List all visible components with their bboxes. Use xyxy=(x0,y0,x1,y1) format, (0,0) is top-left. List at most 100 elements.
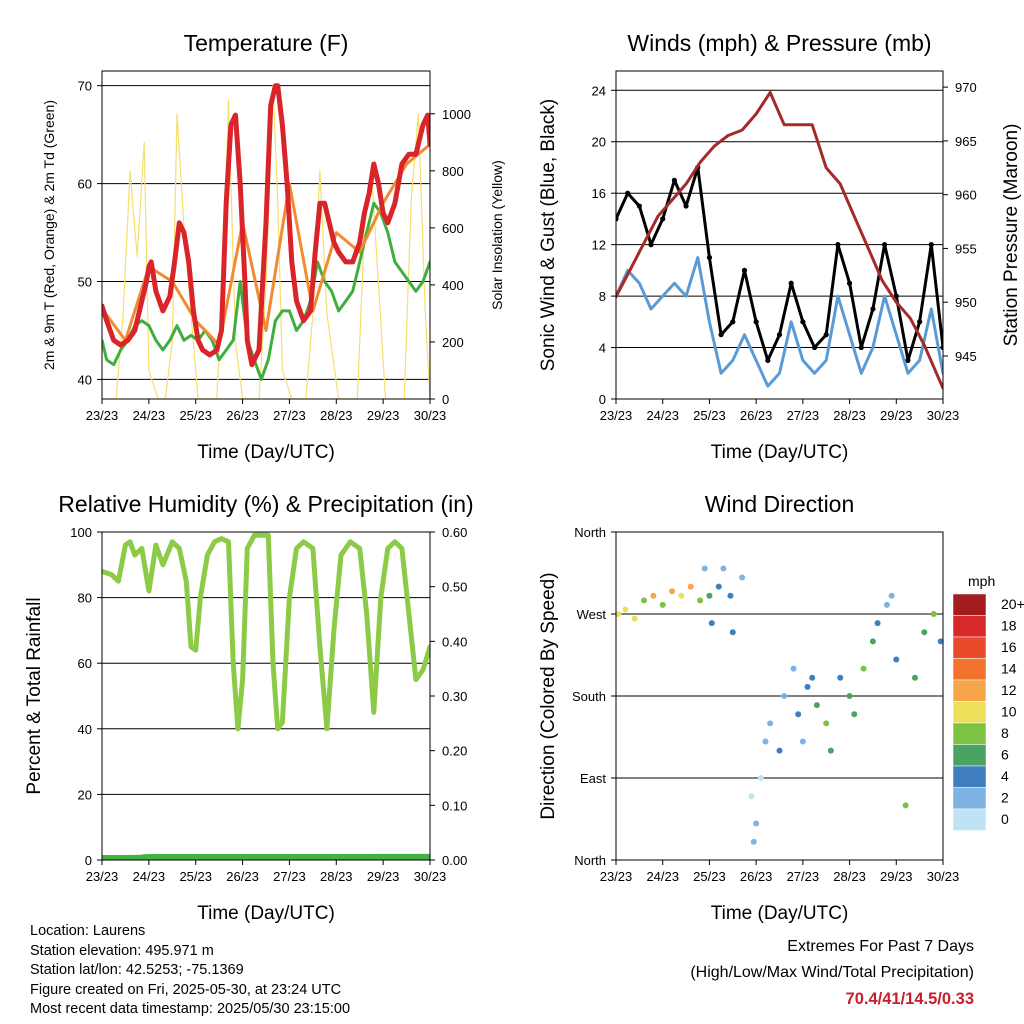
x-tick-label: 23/23 xyxy=(600,869,633,884)
direction-point xyxy=(823,720,830,727)
chart-title: Temperature (F) xyxy=(184,30,349,56)
gust-point xyxy=(625,190,631,196)
y-tick-label: South xyxy=(572,689,606,704)
direction-point xyxy=(706,592,713,599)
gust-point xyxy=(776,332,783,338)
chart-title: Winds (mph) & Pressure (mb) xyxy=(627,30,931,56)
y-tick-label: East xyxy=(580,771,606,786)
direction-point xyxy=(837,674,844,681)
gust-point xyxy=(683,203,689,209)
y2-tick-label: 970 xyxy=(955,80,977,95)
x-tick-label: 28/23 xyxy=(320,408,353,423)
x-tick-label: 27/23 xyxy=(787,869,820,884)
x-tick-label: 23/23 xyxy=(86,869,119,884)
x-axis-label: Time (Day/UTC) xyxy=(711,442,849,463)
colorbar-swatch xyxy=(952,787,987,810)
x-tick-label: 26/23 xyxy=(226,408,259,423)
extremes-title: Extremes For Past 7 Days xyxy=(787,938,974,955)
gust-point xyxy=(741,267,748,273)
direction-point xyxy=(869,638,876,645)
gust-point xyxy=(753,319,759,325)
gust-point xyxy=(671,177,677,183)
colorbar-swatch xyxy=(952,765,987,788)
plot-frame xyxy=(101,70,431,400)
station-elevation: Station elevation: 495.971 m xyxy=(30,942,214,959)
direction-point xyxy=(687,583,694,590)
gust-point xyxy=(858,344,864,351)
y2-tick-label: 0.60 xyxy=(442,525,467,540)
direction-point xyxy=(902,802,909,809)
extremes-values: 70.4/41/14.5/0.33 xyxy=(845,990,974,1008)
y-tick-label: 40 xyxy=(78,372,92,387)
direction-point xyxy=(708,620,715,627)
colorbar-swatch xyxy=(952,722,987,745)
y-tick-label: 8 xyxy=(599,289,606,304)
direction-point xyxy=(697,597,704,604)
colorbar-swatch xyxy=(952,593,987,616)
direction-point xyxy=(813,702,820,709)
gust-point xyxy=(765,357,771,364)
direction-point xyxy=(748,793,755,800)
direction-point xyxy=(921,629,928,636)
direction-point xyxy=(911,674,918,681)
colorbar-swatch xyxy=(952,658,987,681)
station-location: Location: Laurens xyxy=(30,923,146,939)
gust-point xyxy=(928,242,934,248)
y-tick-label: 20 xyxy=(592,135,606,150)
gust-point xyxy=(882,242,888,248)
y-tick-label: 50 xyxy=(78,275,92,290)
direction-point xyxy=(669,588,676,595)
x-tick-label: 30/23 xyxy=(414,869,447,884)
chart-panel-2: Winds (mph) & Pressure (mb) 0 4 8 12 16 20 24 94… xyxy=(538,30,1022,463)
direction-point xyxy=(804,683,811,690)
y2-tick-label: 1000 xyxy=(442,107,471,122)
y-tick-label: 80 xyxy=(78,591,92,606)
x-tick-label: 27/23 xyxy=(787,408,820,423)
direction-point xyxy=(678,592,685,599)
station-info: Location: Laurens Station elevation: 495… xyxy=(30,922,350,1020)
x-tick-label: 30/23 xyxy=(927,869,960,884)
series-line-2m-td xyxy=(102,201,430,381)
x-tick-label: 26/23 xyxy=(740,408,773,423)
y-tick-label: 0 xyxy=(85,853,92,868)
direction-point xyxy=(715,583,722,590)
colorbar-label: 8 xyxy=(1001,725,1009,741)
x-tick-label: 27/23 xyxy=(273,408,306,423)
x-tick-label: 26/23 xyxy=(226,869,259,884)
colorbar-title: mph xyxy=(968,573,995,589)
y2-tick-label: 0.40 xyxy=(442,634,467,649)
series-line-9m-t xyxy=(102,142,430,347)
y-axis-label: 2m & 9m T (Red, Orange) & 2m Td (Green) xyxy=(41,100,57,370)
y2-tick-label: 0.50 xyxy=(442,580,467,595)
y2-tick-label: 200 xyxy=(442,335,464,350)
gust-point xyxy=(800,319,806,325)
y-tick-label: 60 xyxy=(78,656,92,671)
y2-tick-label: 945 xyxy=(955,349,977,364)
y2-axis-label: Solar Insolation (Yellow) xyxy=(489,160,505,310)
gust-point xyxy=(718,332,724,338)
direction-point xyxy=(795,711,802,718)
y-axis-label: Percent & Total Rainfall xyxy=(24,597,45,794)
colorbar-swatch xyxy=(952,636,987,659)
gust-point xyxy=(706,254,713,261)
y-tick-label: 0 xyxy=(599,392,606,407)
x-axis-label: Time (Day/UTC) xyxy=(197,442,335,463)
y-tick-label: 16 xyxy=(592,186,606,201)
y2-tick-label: 950 xyxy=(955,295,977,310)
gust-point xyxy=(788,280,794,286)
direction-point xyxy=(860,665,867,672)
x-tick-label: 24/23 xyxy=(646,869,679,884)
colorbar-label: 4 xyxy=(1001,768,1009,784)
y2-tick-label: 600 xyxy=(442,221,464,236)
colorbar-swatch xyxy=(952,701,987,724)
y2-tick-label: 0 xyxy=(442,392,449,407)
gust-point xyxy=(730,319,736,325)
x-tick-label: 25/23 xyxy=(179,869,212,884)
x-tick-label: 24/23 xyxy=(133,408,166,423)
direction-point xyxy=(790,665,797,672)
plot-area xyxy=(616,91,943,390)
y-axis-label: Sonic Wind & Gust (Blue, Black) xyxy=(538,99,559,371)
plot-frame xyxy=(615,531,944,861)
direction-point xyxy=(930,611,937,617)
